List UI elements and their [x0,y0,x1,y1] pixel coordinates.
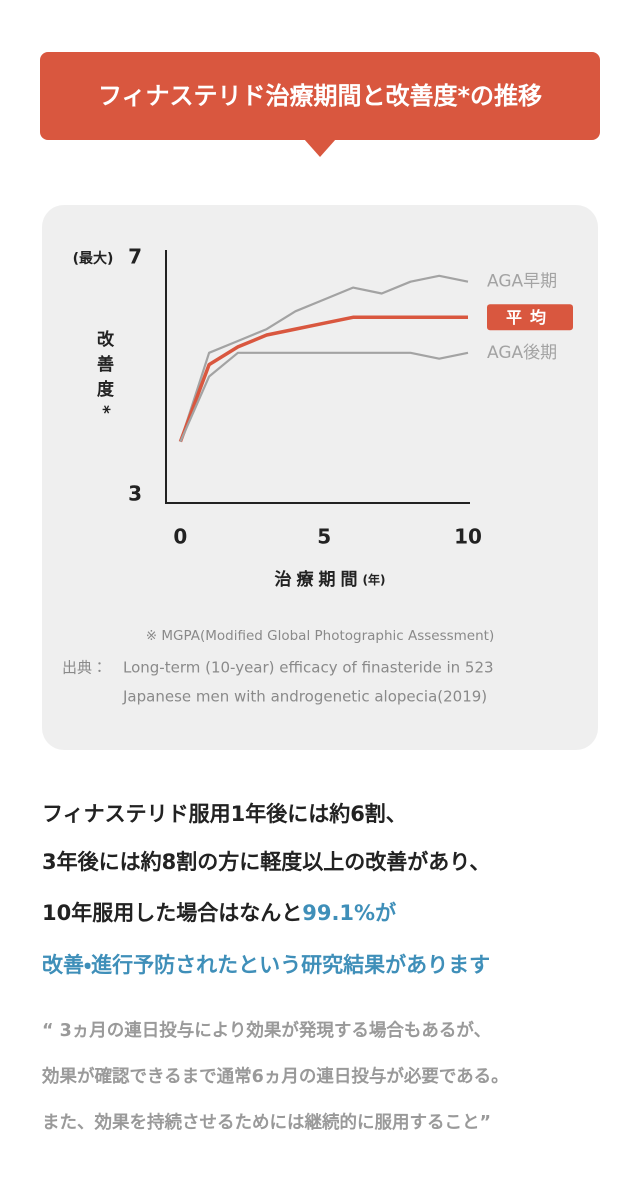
series-line [179,351,469,443]
x-tick-label: 10 [454,525,482,549]
body-line: フィナステリド服用1年後には約6割、 [42,802,407,826]
quote-line: 効果が確認できるまで通常6ヵ月の連日投与が必要である。 [41,1066,509,1087]
legend-label: AGA後期 [487,343,557,363]
chart-note: ※ MGPA(Modified Global Photographic Asse… [146,628,494,644]
quote-line: “ 3ヵ月の連日投与により効果が発現する場合もあるが、 [42,1020,491,1041]
source-line: Long-term (10-year) efficacy of finaster… [123,659,494,677]
body-text: フィナステリド服用1年後には約6割、 [42,802,407,826]
body-line: 10年服用した場合はなんと99.1%が [42,901,396,925]
x-axis-label: 治療期間(年) [275,569,386,590]
x-tick-label: 0 [173,525,187,549]
y-tick-label: 7 [128,245,142,269]
y-axis-label: 改善度* [93,329,114,422]
x-axis-unit: (年) [363,572,386,587]
chart-card [42,205,598,750]
legend-box [487,304,573,331]
body-highlight: 99.1%が [302,901,396,925]
header-pointer [304,139,336,157]
legend-label: 平均 [506,308,554,327]
legend-label: AGA早期 [487,272,557,292]
header-box [40,52,600,140]
series-line [178,315,468,443]
y-axis-note: (最大) [73,250,114,267]
source-line: Japanese men with androgenetic alopecia(… [122,688,487,706]
body-text: 10年服用した場合はなんと [42,901,302,925]
body-line: 3年後には約8割の方に軽度以上の改善があり、 [42,850,490,874]
body-line: 改善・進行予防されたという研究結果があります [42,953,490,977]
body-text: 3年後には約8割の方に軽度以上の改善があり、 [42,850,490,874]
source-label: 出典： [62,659,107,677]
quote-line: また、効果を持続させるためには継続的に服用すること” [42,1112,491,1133]
x-axis-title: 治療期間 [275,569,363,590]
header-title: フィナステリド治療期間と改善度*の推移 [98,82,542,110]
series-line [179,274,469,443]
y-tick-label: 3 [128,482,142,506]
x-tick-label: 5 [317,525,331,549]
body-highlight: 改善・進行予防されたという研究結果があります [42,953,490,977]
